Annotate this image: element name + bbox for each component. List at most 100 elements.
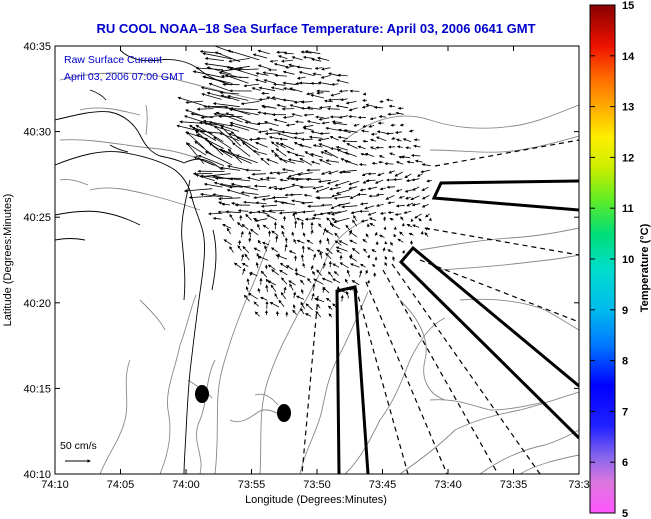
current-vector	[325, 297, 332, 302]
current-vector	[364, 269, 368, 275]
current-vector	[315, 310, 322, 318]
current-vector	[270, 141, 279, 148]
current-vector	[346, 143, 358, 149]
current-legend-line1: Raw Surface Current	[64, 54, 162, 66]
current-vector	[299, 158, 313, 166]
current-vector	[267, 280, 276, 286]
current-vector	[262, 224, 269, 230]
current-vector	[293, 211, 303, 215]
current-vector	[317, 179, 332, 184]
current-vector	[294, 131, 305, 135]
current-vector	[384, 162, 394, 166]
current-vector	[316, 91, 324, 95]
current-vector	[269, 59, 278, 63]
current-vector	[318, 143, 331, 149]
current-vector	[221, 202, 231, 206]
current-vector	[362, 139, 369, 143]
colorbar-tick-label: 8	[622, 356, 628, 368]
current-vector	[348, 186, 358, 190]
current-vector	[401, 222, 405, 227]
current-vector	[349, 89, 360, 93]
current-vector	[297, 172, 313, 176]
current-vector	[213, 136, 232, 150]
current-vector	[335, 189, 351, 195]
current-vector	[208, 82, 232, 92]
current-vector	[353, 215, 357, 222]
current-vector	[280, 130, 295, 135]
current-vector	[255, 71, 269, 76]
current-vector	[280, 291, 287, 300]
current-vector	[298, 143, 312, 149]
current-vector	[384, 256, 388, 260]
current-vector	[203, 182, 223, 188]
current-vector	[348, 107, 358, 112]
current-vector	[289, 87, 303, 93]
current-vector	[306, 120, 321, 125]
current-vector	[241, 263, 249, 267]
current-vector	[344, 151, 357, 157]
current-vector	[393, 226, 397, 230]
current-vector	[212, 193, 233, 198]
current-vector	[411, 178, 420, 182]
current-vector	[371, 249, 377, 253]
current-vector	[257, 49, 270, 55]
current-vector	[197, 154, 225, 166]
current-vector	[350, 211, 360, 215]
colorbar-tick-label: 11	[622, 203, 634, 215]
current-vector	[195, 173, 215, 182]
current-vector	[278, 157, 296, 164]
current-vector	[231, 142, 251, 157]
current-vector	[387, 249, 393, 253]
current-vector	[410, 218, 414, 222]
current-vector	[192, 70, 225, 79]
current-vector	[334, 240, 342, 246]
current-vector	[331, 82, 339, 86]
current-vector	[278, 137, 288, 141]
current-vector	[185, 100, 204, 104]
current-vector	[279, 142, 295, 150]
current-vector	[339, 89, 348, 93]
colorbar-tick-label: 5	[622, 508, 628, 519]
current-vector	[335, 104, 349, 109]
current-vector	[266, 158, 279, 164]
current-vectors	[176, 46, 432, 318]
current-vector	[248, 292, 258, 300]
x-tick-label: 73:35	[500, 479, 528, 491]
current-vector	[353, 123, 360, 127]
current-vector	[193, 156, 215, 166]
current-vector	[266, 96, 277, 101]
current-vector	[315, 115, 324, 119]
current-vector	[331, 210, 348, 216]
current-vector	[245, 286, 249, 292]
radial-solid-boxes	[335, 179, 579, 474]
colorbar-tick-label: 10	[622, 254, 634, 266]
current-vector	[246, 176, 261, 182]
current-vector	[359, 202, 369, 206]
current-vector	[319, 131, 330, 136]
current-vector	[202, 75, 233, 84]
current-vector	[265, 284, 269, 292]
current-vector	[257, 130, 269, 134]
current-vector	[304, 313, 312, 317]
current-vector	[296, 239, 305, 244]
current-vector	[351, 247, 360, 255]
current-vector	[390, 241, 394, 246]
current-vector	[406, 160, 415, 164]
current-vector	[397, 238, 404, 243]
current-vector	[337, 73, 348, 77]
current-vector	[212, 174, 233, 180]
current-vector	[318, 117, 330, 121]
current-vector	[276, 171, 288, 175]
current-vector	[270, 284, 277, 292]
current-vector	[307, 277, 312, 283]
current-vector	[291, 56, 303, 61]
current-vector	[314, 297, 325, 303]
current-vector	[424, 213, 430, 218]
current-vector	[376, 203, 384, 207]
current-vector	[421, 195, 430, 200]
current-vector	[325, 247, 333, 255]
current-vector	[326, 180, 339, 185]
current-vector	[376, 130, 386, 134]
scale-label: 50 cm/s	[60, 440, 97, 452]
x-tick-label: 74:10	[41, 479, 69, 491]
